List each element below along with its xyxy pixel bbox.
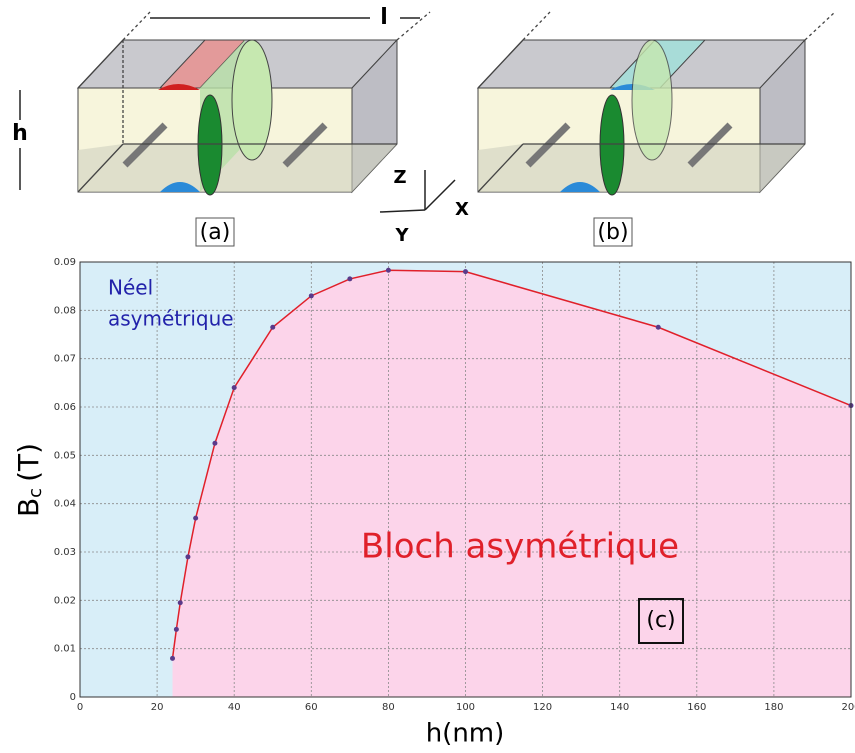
- y-tick-label: 0.03: [54, 547, 76, 558]
- point: [212, 440, 218, 446]
- diagram-a: l h (a): [12, 5, 431, 247]
- x-tick-label: 40: [228, 702, 241, 713]
- axis-y: Y: [394, 225, 409, 246]
- point: [655, 324, 661, 330]
- label-box: [195, 217, 235, 247]
- diagram-b: (b): [476, 11, 836, 247]
- panel-label: (b): [597, 220, 628, 245]
- y-axis-label-sub: c: [25, 488, 46, 498]
- x-tick-label: 60: [305, 702, 318, 713]
- region-label: asymétrique: [108, 307, 234, 331]
- panel-label: (a): [200, 220, 231, 245]
- x-tick-label: 100: [456, 702, 475, 713]
- y-axis-label: Bc (T): [12, 443, 46, 517]
- point: [170, 655, 176, 661]
- x-tick-label: 160: [687, 702, 706, 713]
- y-tick-label: 0.05: [54, 450, 76, 461]
- x-tick-label: 80: [382, 702, 395, 713]
- plot-frame: [79, 261, 852, 698]
- x-tick-label: 120: [533, 702, 552, 713]
- y-tick-label: 0.07: [54, 354, 76, 365]
- axes-glyph: Z X Y: [379, 167, 469, 246]
- point: [385, 267, 391, 273]
- x-tick-label: 200: [841, 702, 855, 713]
- point: [177, 600, 183, 606]
- y-tick-label: 0.06: [54, 402, 76, 413]
- y-tick-label: 0.09: [54, 257, 76, 268]
- y-tick-label: 0.02: [54, 595, 76, 606]
- y-axis-label-unit: (T): [12, 443, 45, 482]
- region-label: Néel: [108, 276, 153, 300]
- y-axis-label-main: B: [12, 498, 45, 517]
- plot: 0 20 40 60 80 100 120 140 160 180 200 0 0.01 0.02 0.03…: [54, 257, 855, 713]
- point: [173, 626, 179, 632]
- axis-z: Z: [393, 167, 406, 188]
- y-tick-label: 0: [70, 692, 76, 703]
- label-box: [638, 598, 684, 644]
- point: [347, 276, 353, 282]
- x-axis-label: h(nm): [426, 719, 505, 749]
- point: [463, 269, 468, 275]
- y-tick-label: 0.01: [54, 644, 76, 655]
- label-box: [593, 217, 633, 247]
- x-tick-label: 180: [764, 702, 783, 713]
- point: [308, 293, 314, 299]
- point: [270, 324, 276, 330]
- y-tick-label: 0.04: [54, 499, 76, 510]
- region-label: Bloch asymétrique: [361, 527, 679, 567]
- point: [231, 385, 237, 391]
- point: [193, 515, 199, 521]
- point: [185, 554, 191, 560]
- x-tick-label: 20: [151, 702, 164, 713]
- line: [171, 269, 852, 659]
- axis-x: X: [455, 199, 469, 220]
- height-label: h: [12, 121, 28, 146]
- length-label: l: [380, 5, 388, 30]
- area: [172, 270, 851, 697]
- x-tick-label: 0: [77, 702, 83, 713]
- y-tick-label: 0.08: [54, 305, 76, 316]
- x-tick-label: 140: [610, 702, 629, 713]
- panel-label: (c): [646, 608, 675, 633]
